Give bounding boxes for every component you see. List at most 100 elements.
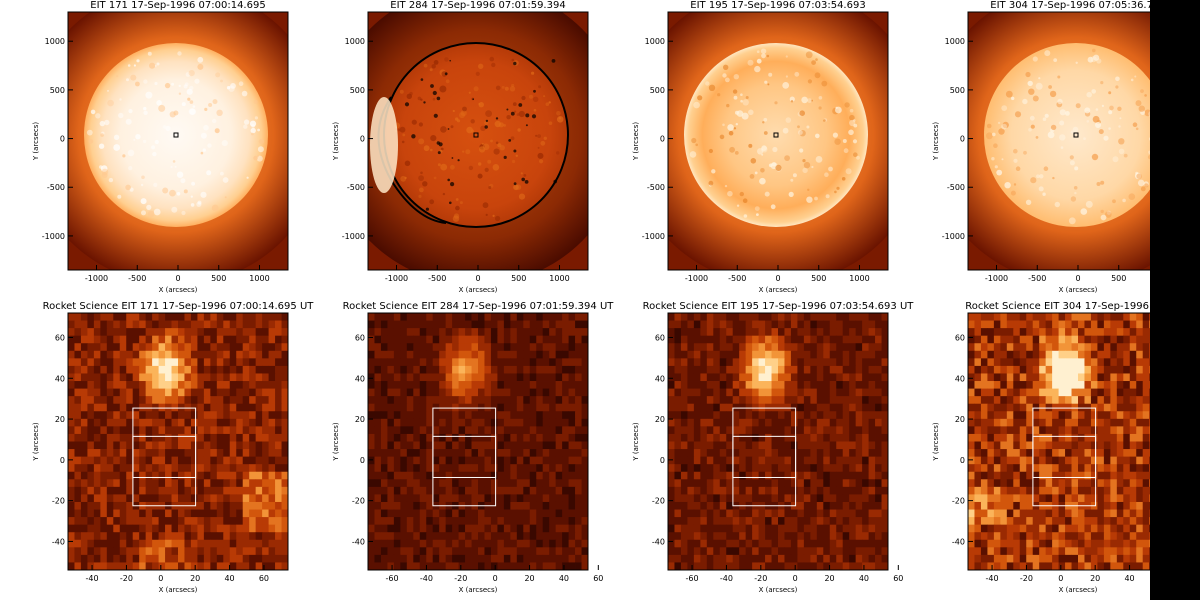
- map-pixel: [758, 350, 766, 359]
- map-pixel: [152, 433, 159, 442]
- map-pixel: [674, 328, 682, 337]
- map-pixel: [184, 486, 192, 495]
- map-pixel: [765, 486, 772, 495]
- map-pixel: [249, 418, 257, 427]
- map-pixel: [152, 358, 159, 367]
- map-pixel: [778, 494, 785, 503]
- surface-speckle: [253, 155, 258, 161]
- map-pixel: [523, 426, 531, 435]
- map-pixel: [1013, 403, 1021, 412]
- map-pixel: [93, 365, 101, 374]
- map-pixel: [829, 328, 837, 337]
- map-pixel: [1110, 464, 1118, 473]
- surface-speckle: [475, 71, 480, 76]
- map-pixel: [119, 313, 127, 321]
- map-pixel: [268, 562, 276, 570]
- surface-speckle: [243, 119, 250, 125]
- map-pixel: [281, 517, 288, 526]
- map-pixel: [771, 532, 779, 541]
- surface-speckle: [814, 196, 818, 201]
- surface-speckle: [991, 157, 995, 161]
- map-pixel: [203, 335, 211, 344]
- map-pixel: [536, 373, 544, 382]
- map-pixel: [126, 313, 134, 321]
- map-pixel: [132, 411, 140, 420]
- map-pixel: [74, 471, 82, 480]
- surface-speckle: [1028, 88, 1035, 95]
- map-pixel: [249, 486, 257, 495]
- map-pixel: [255, 539, 263, 548]
- map-pixel: [1032, 396, 1040, 405]
- map-pixel: [484, 388, 492, 397]
- map-pixel: [849, 411, 857, 420]
- map-pixel: [797, 471, 805, 480]
- surface-speckle: [189, 108, 196, 115]
- map-pixel: [432, 539, 440, 548]
- map-pixel: [1078, 464, 1085, 473]
- map-pixel: [171, 381, 179, 389]
- contour-speck: [484, 125, 488, 129]
- map-pixel: [855, 471, 863, 480]
- map-pixel: [68, 320, 75, 329]
- map-pixel: [158, 464, 166, 473]
- map-pixel: [542, 479, 550, 488]
- map-pixel: [387, 388, 395, 397]
- map-pixel: [458, 328, 466, 337]
- map-pixel: [536, 471, 544, 480]
- map-pixel: [790, 343, 798, 352]
- map-pixel: [700, 396, 708, 405]
- map-pixel: [881, 547, 888, 556]
- map-pixel: [510, 517, 518, 526]
- map-pixel: [484, 517, 492, 526]
- map-pixel: [80, 562, 88, 570]
- map-pixel: [275, 403, 282, 412]
- map-pixel: [1071, 358, 1079, 367]
- surface-speckle: [1025, 71, 1031, 78]
- map-pixel: [458, 562, 466, 570]
- map-pixel: [687, 562, 695, 570]
- map-pixel: [713, 501, 721, 510]
- map-pixel: [523, 539, 531, 548]
- map-pixel: [993, 328, 1001, 337]
- surface-speckle: [140, 198, 147, 205]
- surface-speckle: [100, 165, 108, 172]
- map-pixel: [836, 388, 844, 397]
- map-pixel: [445, 539, 453, 548]
- map-pixel: [797, 350, 805, 359]
- map-pixel: [484, 426, 492, 435]
- map-pixel: [275, 418, 282, 427]
- map-pixel: [758, 539, 766, 548]
- map-pixel: [726, 441, 734, 450]
- map-pixel: [393, 456, 401, 465]
- map-pixel: [726, 562, 734, 570]
- map-pixel: [406, 320, 414, 329]
- surface-speckle: [489, 56, 495, 62]
- map-pixel: [778, 517, 785, 526]
- map-pixel: [1019, 358, 1027, 367]
- surface-speckle: [1134, 75, 1137, 78]
- map-pixel: [803, 396, 811, 405]
- map-pixel: [87, 335, 95, 344]
- map-pixel: [93, 471, 101, 480]
- map-pixel: [503, 335, 511, 344]
- map-pixel: [739, 365, 747, 374]
- map-pixel: [784, 486, 792, 495]
- map-pixel: [503, 396, 511, 405]
- map-pixel: [549, 509, 557, 518]
- map-pixel: [281, 532, 288, 541]
- map-pixel: [765, 350, 772, 359]
- map-pixel: [529, 494, 537, 503]
- map-pixel: [419, 547, 427, 556]
- map-pixel: [87, 350, 95, 359]
- map-pixel: [784, 320, 792, 329]
- map-pixel: [1116, 396, 1124, 405]
- map-pixel: [829, 524, 837, 533]
- map-pixel: [968, 441, 975, 450]
- map-pixel: [713, 433, 721, 442]
- surface-speckle: [1112, 199, 1116, 204]
- surface-speckle: [431, 64, 436, 69]
- map-pixel: [216, 509, 224, 518]
- map-pixel: [562, 350, 569, 359]
- map-pixel: [549, 403, 557, 412]
- surface-speckle: [807, 98, 812, 103]
